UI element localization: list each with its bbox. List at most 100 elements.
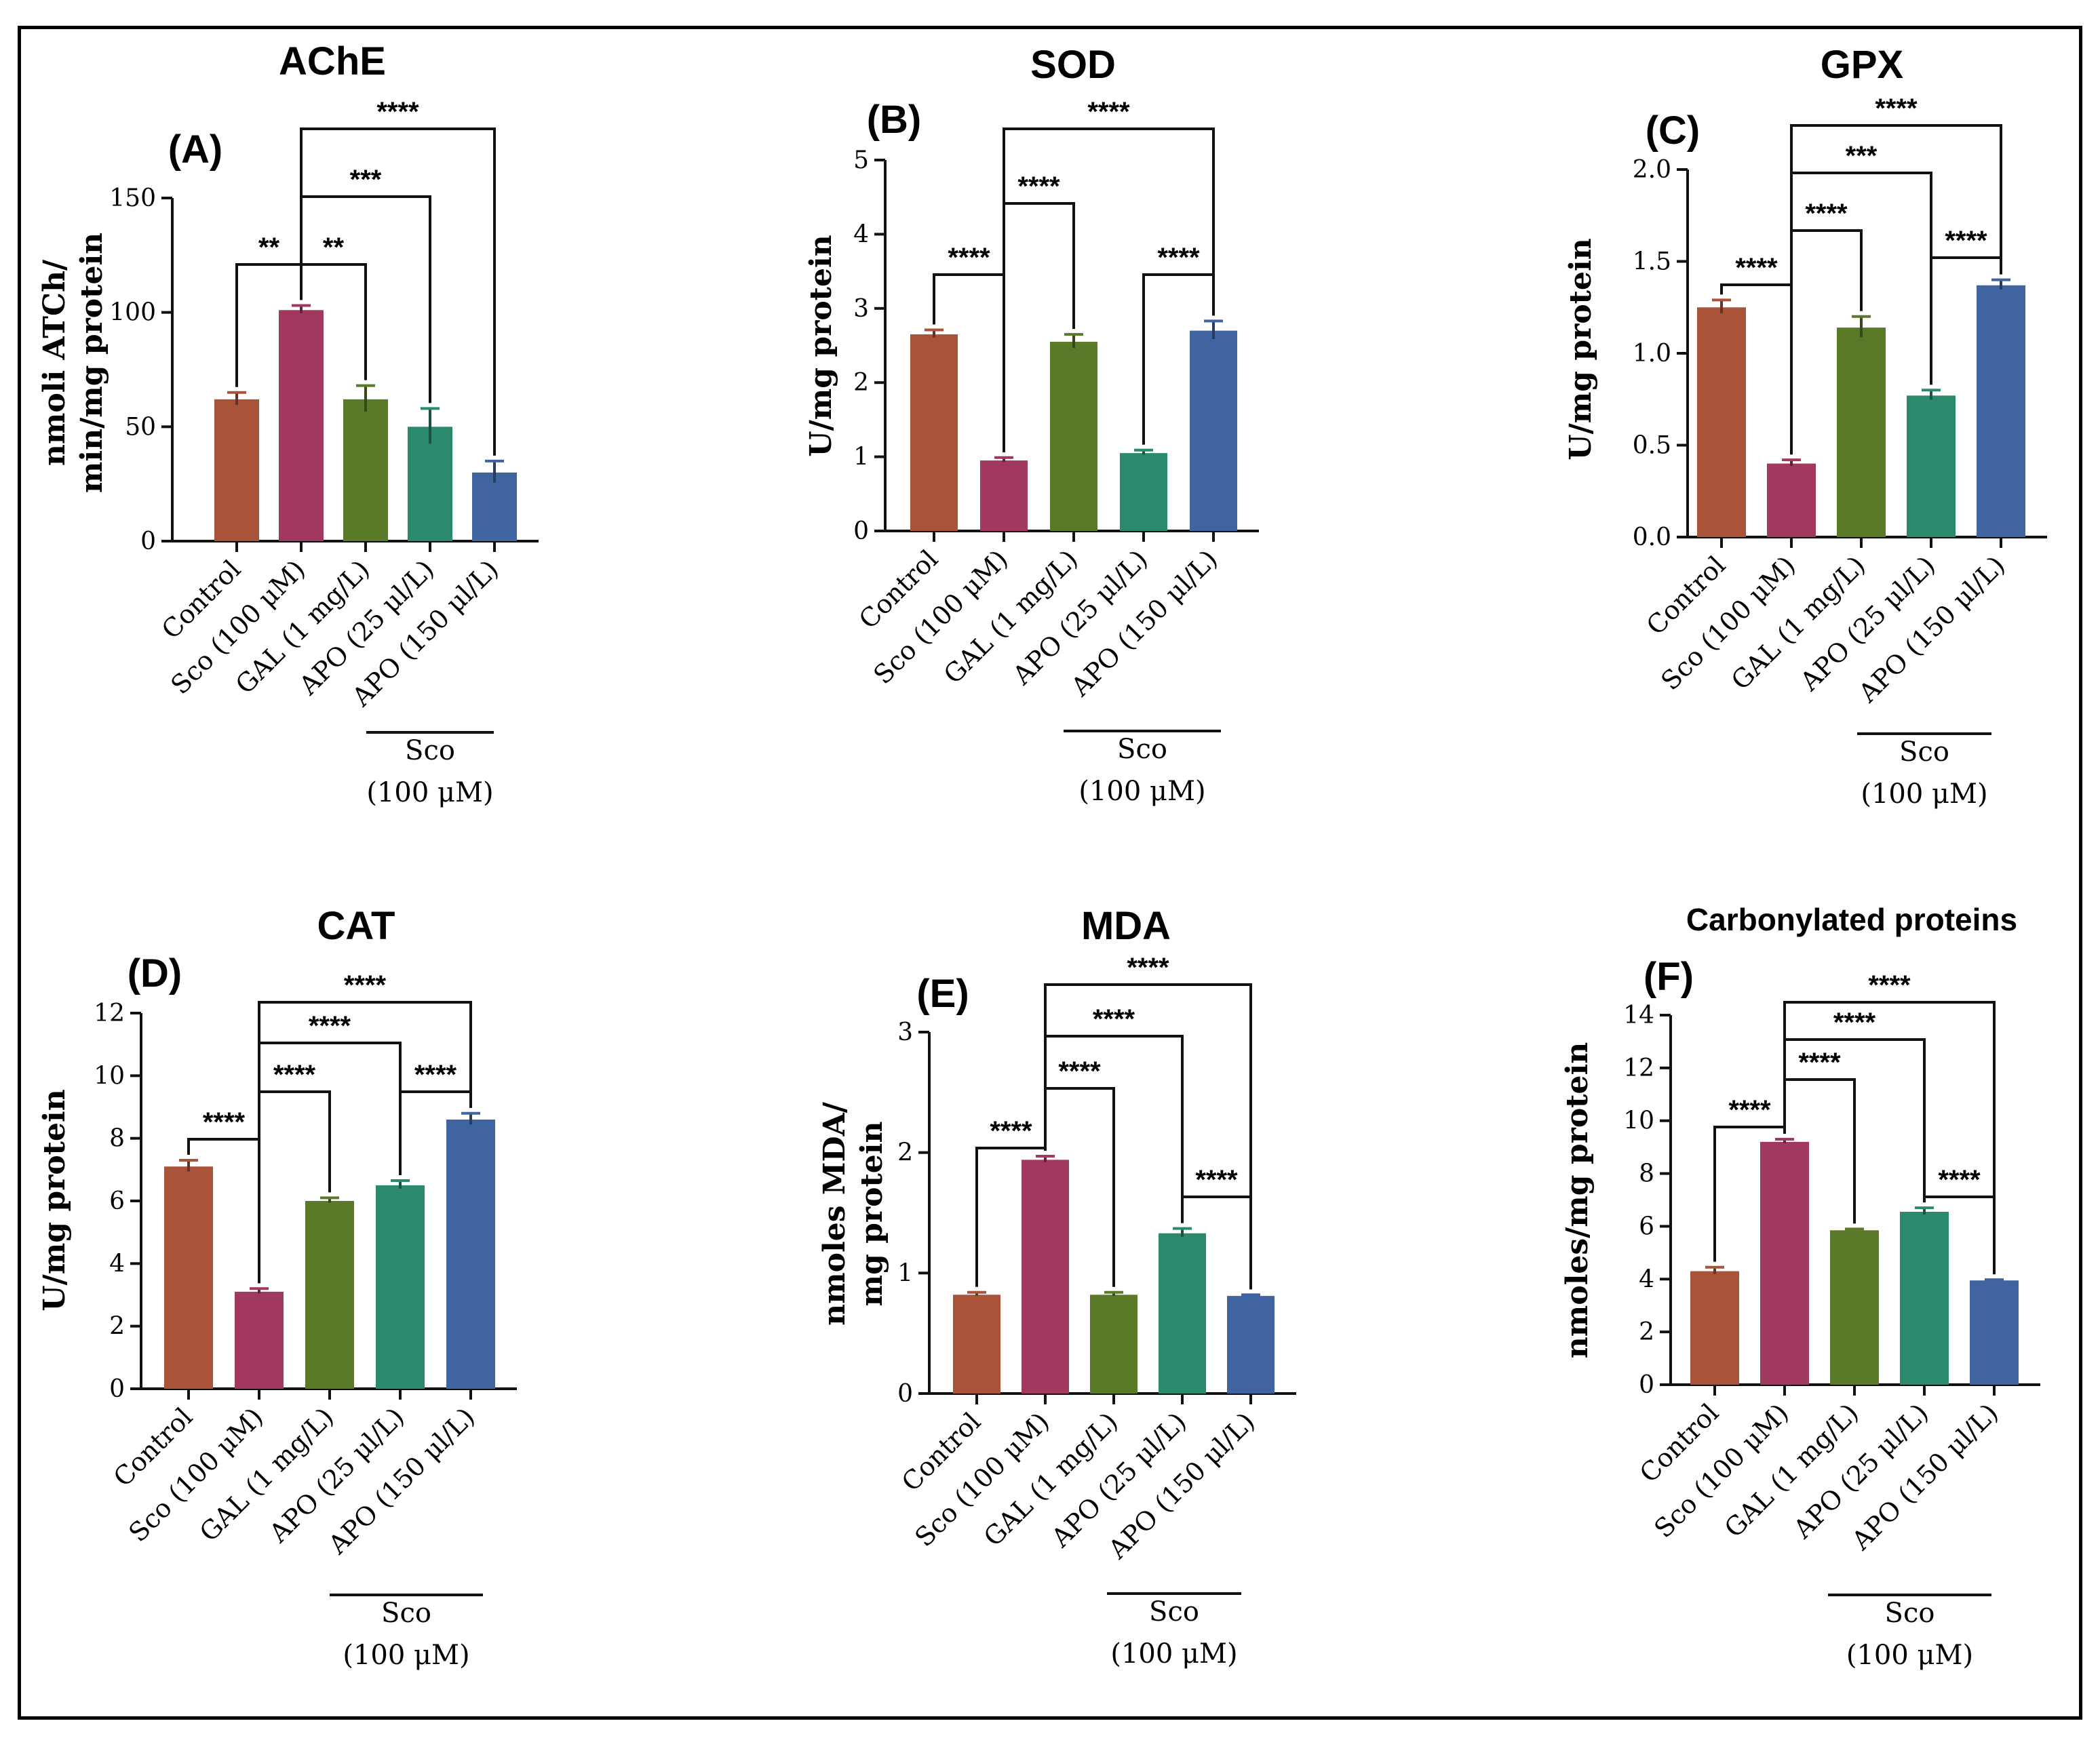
significance-bracket xyxy=(1790,124,2002,455)
bar xyxy=(343,399,388,541)
bar xyxy=(1977,285,2025,537)
bar xyxy=(953,1295,1000,1394)
y-tick-label: 0 xyxy=(1639,1371,1654,1399)
y-tick-label: 2 xyxy=(897,1139,913,1167)
significance-label: **** xyxy=(1728,1095,1771,1125)
bar xyxy=(1090,1295,1138,1394)
y-tick-label: 150 xyxy=(109,184,156,212)
bar xyxy=(1022,1160,1069,1394)
chart-panel-a: AChE (A) nmoli ATCh/min/mg protein 0 50 100 15… xyxy=(37,39,539,808)
bar xyxy=(279,310,324,541)
significance-label: **** xyxy=(1805,199,1848,229)
y-tick-label: 2 xyxy=(853,369,869,397)
y-tick-label: 100 xyxy=(109,299,156,327)
group-sub-label: (100 μM) xyxy=(1861,778,1987,810)
y-tick-label: 0 xyxy=(109,1375,125,1403)
y-tick-label: 4 xyxy=(853,220,869,248)
bar xyxy=(980,460,1028,531)
bar xyxy=(305,1201,354,1389)
significance-label: ** xyxy=(323,233,345,262)
y-tick-label: 0.0 xyxy=(1633,524,1671,551)
significance-label: **** xyxy=(1093,1004,1135,1034)
significance-bracket xyxy=(300,127,496,456)
significance-label: **** xyxy=(948,243,990,273)
y-tick-label: 12 xyxy=(1623,1054,1654,1082)
y-axis-label: U/mg protein xyxy=(1563,238,1598,460)
significance-bracket xyxy=(258,1001,472,1284)
y-tick-label: 8 xyxy=(109,1125,125,1153)
bar xyxy=(1970,1280,2019,1385)
bar xyxy=(1227,1296,1275,1394)
y-tick-label: 10 xyxy=(1623,1107,1654,1135)
bar xyxy=(376,1185,425,1389)
y-tick-label: 2 xyxy=(109,1313,125,1341)
significance-label: **** xyxy=(309,1011,351,1041)
y-tick-label: 5 xyxy=(853,146,869,174)
bar xyxy=(1697,307,1746,537)
y-tick-label: 50 xyxy=(125,413,156,441)
y-tick-label: 2.0 xyxy=(1633,156,1671,184)
bar xyxy=(1830,1230,1879,1385)
y-tick-label: 1 xyxy=(853,443,869,471)
panel-letter: (B) xyxy=(867,98,922,142)
y-axis-label: U/mg protein xyxy=(804,235,838,456)
y-tick-label: 0 xyxy=(897,1380,913,1408)
significance-label: **** xyxy=(203,1107,246,1137)
significance-label: **** xyxy=(273,1060,316,1090)
significance-label: **** xyxy=(1127,953,1169,983)
y-tick-label: 10 xyxy=(94,1062,125,1090)
y-tick-label: 14 xyxy=(1623,1002,1654,1029)
bar xyxy=(1900,1212,1949,1385)
significance-label: **** xyxy=(1017,172,1060,201)
bar xyxy=(1767,463,1816,537)
significance-label: **** xyxy=(1058,1056,1101,1086)
group-sub-label: (100 μM) xyxy=(1078,776,1205,807)
y-tick-label: 3 xyxy=(897,1019,913,1046)
bar xyxy=(1907,395,1956,537)
bar xyxy=(214,399,259,541)
chart-panel-e: MDA(E)nmoles MDA/mg protein0123ControlSc… xyxy=(817,904,1296,1670)
group-label: Sco xyxy=(1149,1596,1199,1627)
y-tick-label: 6 xyxy=(1639,1212,1654,1240)
y-tick-label: 6 xyxy=(109,1187,125,1215)
significance-bracket xyxy=(1044,983,1252,1290)
significance-label: **** xyxy=(1735,253,1778,283)
y-axis-label: nmoli ATCh/ xyxy=(37,259,72,466)
bar xyxy=(164,1166,213,1389)
significance-bracket xyxy=(1783,1001,1996,1275)
y-tick-label: 4 xyxy=(109,1250,125,1278)
y-axis-label: nmoles/mg protein xyxy=(1560,1042,1595,1358)
y-axis-label: U/mg protein xyxy=(37,1089,72,1311)
panel-letter: (F) xyxy=(1644,955,1694,999)
significance-label: *** xyxy=(1846,141,1878,171)
chart-title: MDA xyxy=(1081,904,1171,948)
group-sub-label: (100 μM) xyxy=(343,1640,469,1671)
bar xyxy=(1837,328,1886,537)
panel-letter: (E) xyxy=(916,972,969,1016)
y-tick-label: 0.5 xyxy=(1633,432,1671,460)
bar xyxy=(235,1291,284,1389)
group-label: Sco xyxy=(1899,736,1949,768)
group-sub-label: (100 μM) xyxy=(366,777,493,808)
significance-label: **** xyxy=(1798,1048,1841,1078)
group-label: Sco xyxy=(1885,1598,1935,1629)
chart-title: AChE xyxy=(279,39,386,83)
y-tick-label: 3 xyxy=(853,295,869,323)
significance-label: **** xyxy=(1195,1165,1238,1195)
bar xyxy=(1120,453,1167,531)
y-tick-label: 0 xyxy=(853,517,869,545)
significance-label: **** xyxy=(1945,226,1987,256)
group-sub-label: (100 μM) xyxy=(1846,1640,1973,1671)
y-axis-label: min/mg protein xyxy=(75,233,109,493)
bar xyxy=(1159,1233,1206,1394)
y-tick-label: 2 xyxy=(1639,1318,1654,1346)
significance-label: **** xyxy=(1157,243,1200,273)
figure-frame xyxy=(18,26,2082,1720)
significance-label: **** xyxy=(1938,1165,1981,1195)
y-axis-label: nmoles MDA/ xyxy=(817,1101,852,1326)
bar xyxy=(1760,1141,1809,1385)
panel-letter: (D) xyxy=(128,951,182,995)
